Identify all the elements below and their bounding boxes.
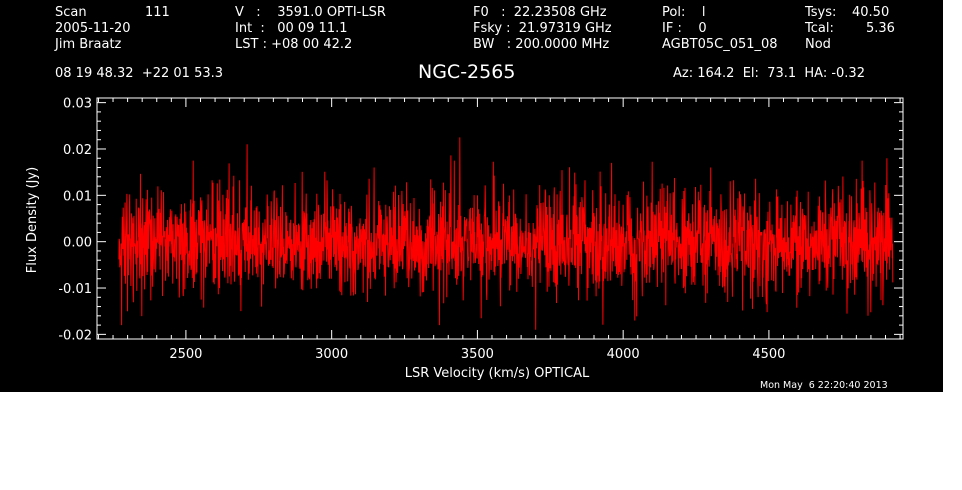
date-field: 2005-11-20 [55, 21, 131, 36]
x-axis-label: LSR Velocity (km/s) OPTICAL [405, 366, 590, 381]
x-tick-label: 4000 [607, 347, 640, 362]
spectrum-series-line [118, 137, 894, 330]
gbtidl-plot-window: Scan 111 2005-11-20 Jim Braatz V : 3591.… [0, 0, 943, 392]
y-tick-label: -0.01 [58, 282, 92, 297]
y-axis-label: Flux Density (Jy) [25, 167, 40, 273]
polarization-field: Pol: l [662, 5, 706, 20]
pointing-field: Az: 164.2 El: 73.1 HA: -0.32 [673, 66, 865, 81]
plot-timestamp: Mon May 6 22:20:40 2013 [760, 380, 888, 391]
scan-value: 111 [145, 5, 170, 20]
source-name: NGC-2565 [418, 61, 516, 83]
observer-field: Jim Braatz [55, 37, 122, 52]
if-field: IF : 0 [662, 21, 707, 36]
project-field: AGBT05C_051_08 [662, 37, 778, 52]
sky-frequency-field: Fsky : 21.97319 GHz [473, 21, 612, 36]
x-tick-label: 2500 [169, 347, 202, 362]
lst-field: LST : +08 00 42.2 [235, 37, 353, 52]
y-tick-label: 0.01 [63, 189, 92, 204]
y-tick-label: 0.03 [63, 97, 92, 112]
integration-field: Int : 00 09 11.1 [235, 21, 348, 36]
procedure-field: Nod [805, 37, 831, 52]
tsys-value: 40.50 [852, 5, 890, 20]
y-tick-label: -0.02 [58, 328, 92, 343]
plot-frame [96, 97, 904, 340]
spectrum-chart: 2500 3000 3500 4000 4500 -0.02 -0.01 0.00 0.01 0… [25, 97, 904, 381]
tsys-label: Tsys: [805, 5, 837, 20]
bandwidth-field: BW : 200.0000 MHz [473, 37, 610, 52]
tcal-value: 5.36 [866, 21, 895, 36]
x-tick-label: 4500 [752, 347, 785, 362]
tcal-label: Tcal: [805, 21, 834, 36]
velocity-field: V : 3591.0 OPTI-LSR [235, 5, 386, 20]
x-axis-ticks: 2500 3000 3500 4000 4500 [97, 98, 901, 362]
rest-frequency-field: F0 : 22.23508 GHz [473, 5, 607, 20]
scan-label: Scan [55, 5, 87, 20]
y-axis-ticks: -0.02 -0.01 0.00 0.01 0.02 0.03 [58, 97, 903, 343]
y-tick-label: 0.00 [63, 236, 92, 251]
y-tick-label: 0.02 [63, 143, 92, 158]
x-tick-label: 3500 [461, 347, 494, 362]
coordinates-field: 08 19 48.32 +22 01 53.3 [55, 66, 224, 81]
x-tick-label: 3000 [315, 347, 348, 362]
